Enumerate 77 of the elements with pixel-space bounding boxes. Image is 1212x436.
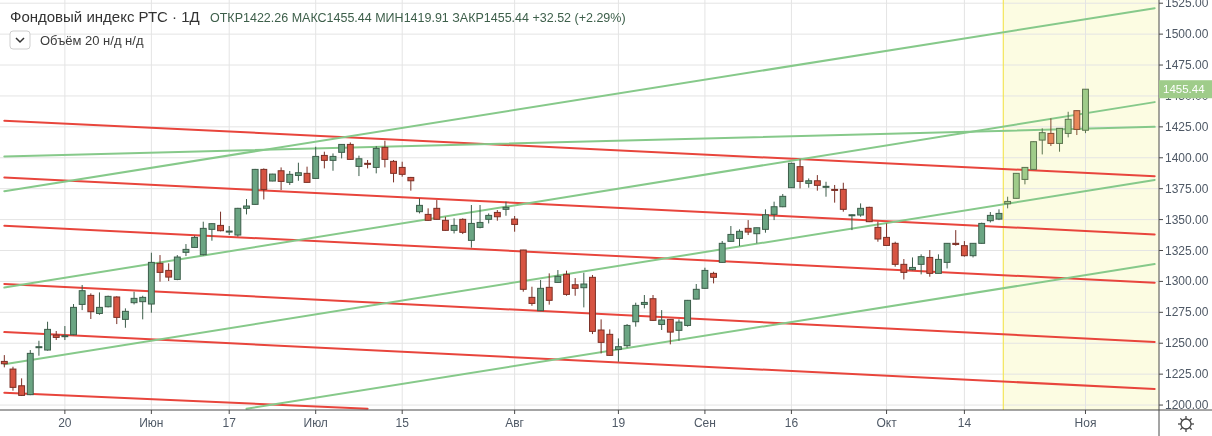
candlestick: [450, 217, 458, 234]
candlestick: [1038, 127, 1046, 155]
y-tick-label: 1325.00: [1165, 243, 1209, 258]
text: Фондовый индекс РТС · 1Д: [10, 8, 200, 25]
y-tick-label: 1500.00: [1165, 27, 1209, 42]
candlestick: [580, 272, 588, 308]
x-tick-label: Июн: [139, 416, 164, 430]
candlestick: [173, 254, 181, 281]
candlestick: [563, 270, 570, 297]
y-tick-label: 1300.00: [1165, 274, 1209, 289]
candlestick: [121, 307, 129, 329]
candlestick: [718, 240, 726, 264]
candlestick: [935, 253, 942, 274]
candlestick: [260, 167, 268, 200]
y-tick-label: 1425.00: [1165, 119, 1209, 134]
candlestick: [78, 284, 86, 311]
y-tick-label: 1250.00: [1165, 336, 1209, 351]
candlestick: [796, 158, 804, 189]
candlestick: [883, 222, 890, 247]
candlestick: [1064, 111, 1072, 138]
y-tick-label: 1275.00: [1165, 305, 1209, 320]
candlestick: [312, 146, 320, 180]
candlestick: [355, 155, 363, 177]
y-tick-label: 1225.00: [1165, 367, 1209, 382]
candlestick: [277, 166, 285, 191]
text: ОТКР1422.26 МАКС1455.44 МИН1419.91 ЗАКР1455.44 +32.52 (+2.29%): [210, 11, 626, 25]
candlestick: [943, 242, 951, 269]
candlestick: [874, 221, 882, 243]
candlestick: [545, 272, 553, 306]
candlestick: [623, 323, 631, 349]
candlestick: [61, 325, 69, 341]
x-tick-label: Июл: [303, 416, 328, 430]
candlestick: [649, 294, 657, 322]
candlestick: [329, 152, 337, 172]
x-tick-label: 15: [395, 416, 410, 430]
x-tick-label: 16: [784, 416, 799, 430]
y-tick-label: 1375.00: [1165, 181, 1209, 196]
y-tick-label: 1350.00: [1165, 212, 1209, 227]
candlestick: [822, 181, 830, 198]
candlestick: [502, 201, 510, 217]
text: 1455.44: [1163, 83, 1206, 96]
annotation: Объём 20 н/д н/д: [40, 33, 144, 48]
candlestick: [1056, 127, 1063, 153]
candlestick: [537, 279, 545, 312]
candlestick: [658, 309, 666, 331]
candlestick: [294, 162, 302, 182]
candlestick: [701, 267, 709, 290]
candlestick: [1047, 117, 1055, 147]
x-tick-label: Авг: [505, 416, 525, 430]
x-tick-label: Ноя: [1074, 416, 1097, 430]
candlestick: [87, 292, 95, 320]
candlestick: [554, 269, 562, 284]
y-tick-label: 1200.00: [1165, 398, 1209, 413]
candlestick: [839, 182, 847, 213]
candlestick: [96, 291, 103, 316]
candlestick: [917, 253, 925, 275]
candlestick: [666, 318, 674, 345]
candlestick: [390, 159, 397, 183]
candlestick: [632, 302, 640, 328]
candlestick: [182, 243, 190, 257]
candlestick: [113, 295, 121, 325]
x-tick-label: 14: [957, 416, 972, 430]
candlestick: [381, 140, 389, 168]
candlestick: [762, 208, 769, 234]
candlestick: [614, 337, 622, 363]
x-tick-label: Сен: [693, 416, 716, 430]
y-tick-label: 1400.00: [1165, 150, 1209, 165]
x-tick-label: 19: [611, 416, 626, 430]
candlestick: [926, 249, 934, 278]
x-tick-label: 20: [58, 416, 72, 430]
candlestick: [727, 225, 735, 243]
candlestick: [372, 145, 380, 174]
x-tick-label: Окт: [876, 416, 898, 430]
y-tick-label: 1475.00: [1165, 58, 1209, 73]
candlestick: [1073, 109, 1081, 136]
x-tick-label: 17: [222, 416, 237, 430]
candlestick: [528, 286, 536, 307]
